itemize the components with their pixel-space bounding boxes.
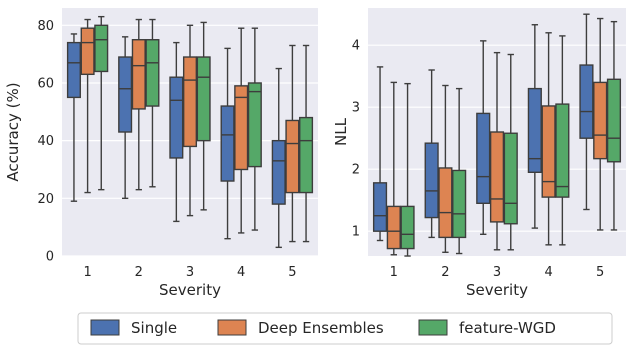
nll-ytick-label: 1 xyxy=(352,225,360,240)
legend-label-single: Single xyxy=(131,319,177,337)
nll-box-deep-ensembles-sev2 xyxy=(438,84,453,253)
nll-box-single-sev1 xyxy=(372,66,388,242)
accuracy-box-deep-ensembles-sev2 xyxy=(131,18,146,191)
box-iqr xyxy=(299,116,314,194)
nll-xtick-label: 3 xyxy=(493,265,501,280)
nll-xlabel: Severity xyxy=(466,281,528,299)
accuracy-box-feature-wgd-sev4 xyxy=(247,27,262,231)
box-iqr xyxy=(169,76,184,159)
nll-box-feature-wgd-sev3 xyxy=(503,53,518,251)
nll-ylabel: NLL xyxy=(332,117,350,146)
legend-label-deep-ensembles: Deep Ensembles xyxy=(258,319,384,337)
nll-ytick-label: 4 xyxy=(352,39,360,54)
box-iqr xyxy=(66,41,81,99)
box-iqr xyxy=(372,182,388,232)
nll-xtick-label: 4 xyxy=(544,265,552,280)
box-iqr xyxy=(476,112,491,205)
box-iqr xyxy=(424,142,439,219)
box-iqr xyxy=(452,169,467,239)
box-iqr xyxy=(489,131,505,223)
accuracy-xtick-label: 1 xyxy=(83,265,91,280)
box-iqr xyxy=(606,78,622,163)
nll-panel: 1 2 3 4 1 2 3 4 5 Severity NLL xyxy=(332,8,626,299)
nll-box-deep-ensembles-sev5 xyxy=(593,17,608,231)
nll-xtick-label: 2 xyxy=(441,265,449,280)
box-iqr xyxy=(80,27,95,76)
nll-box-deep-ensembles-sev1 xyxy=(386,81,401,256)
legend: Single Deep Ensembles feature-WGD xyxy=(77,312,613,345)
nll-box-single-sev4 xyxy=(527,24,542,229)
box-iqr xyxy=(94,24,109,73)
box-iqr xyxy=(527,87,542,173)
nll-box-deep-ensembles-sev4 xyxy=(541,32,556,246)
accuracy-panel: 0 20 40 60 80 1 2 3 4 5 Severity Accuracy (%) xyxy=(4,8,318,299)
accuracy-ytick-label: 40 xyxy=(37,134,54,149)
accuracy-box-single-sev4 xyxy=(220,47,235,240)
nll-box-deep-ensembles-sev3 xyxy=(489,51,505,251)
accuracy-box-deep-ensembles-sev3 xyxy=(182,24,198,217)
accuracy-ytick-label: 80 xyxy=(37,19,54,34)
accuracy-xlabel: Severity xyxy=(159,281,221,299)
box-iqr xyxy=(503,132,518,225)
accuracy-box-deep-ensembles-sev4 xyxy=(234,27,249,234)
legend-swatch-single xyxy=(90,319,120,336)
accuracy-box-single-sev5 xyxy=(271,67,286,249)
box-iqr xyxy=(234,85,249,171)
box-iqr xyxy=(400,205,415,250)
accuracy-xtick-label: 4 xyxy=(237,265,245,280)
accuracy-xtick-label: 2 xyxy=(135,265,143,280)
box-iqr xyxy=(579,64,594,139)
box-iqr xyxy=(220,105,235,182)
nll-box-feature-wgd-sev4 xyxy=(555,35,570,246)
nll-xtick-label: 5 xyxy=(596,265,604,280)
box-iqr xyxy=(386,205,401,250)
box-iqr xyxy=(438,167,453,239)
accuracy-box-feature-wgd-sev5 xyxy=(299,44,314,243)
legend-swatch-feature-wgd xyxy=(418,319,448,336)
legend-label-feature-wgd: feature-WGD xyxy=(459,319,556,337)
accuracy-box-feature-wgd-sev3 xyxy=(196,21,211,211)
legend-frame xyxy=(77,312,613,345)
box-iqr xyxy=(145,39,160,107)
box-iqr xyxy=(131,39,146,110)
nll-box-feature-wgd-sev2 xyxy=(452,87,467,255)
nll-box-feature-wgd-sev1 xyxy=(400,82,415,257)
box-iqr xyxy=(271,139,286,205)
accuracy-box-feature-wgd-sev2 xyxy=(145,18,160,188)
accuracy-ytick-label: 20 xyxy=(37,192,54,207)
box-iqr xyxy=(285,119,300,194)
box-iqr xyxy=(593,81,608,160)
nll-ytick-label: 3 xyxy=(352,101,360,116)
box-iqr xyxy=(247,82,262,168)
box-iqr xyxy=(541,105,556,198)
accuracy-xtick-label: 5 xyxy=(288,265,296,280)
box-iqr xyxy=(118,56,133,133)
accuracy-ylabel: Accuracy (%) xyxy=(4,82,22,181)
accuracy-ytick-label: 0 xyxy=(46,250,54,265)
accuracy-xtick-label: 3 xyxy=(186,265,194,280)
nll-box-single-sev3 xyxy=(476,40,491,236)
accuracy-ytick-label: 60 xyxy=(37,76,54,91)
nll-xtick-label: 1 xyxy=(390,265,398,280)
accuracy-box-deep-ensembles-sev5 xyxy=(285,44,300,243)
legend-swatch-deep-ensembles xyxy=(217,319,247,336)
accuracy-box-single-sev3 xyxy=(169,41,184,223)
nll-box-single-sev2 xyxy=(424,69,439,239)
nll-box-feature-wgd-sev5 xyxy=(606,20,622,231)
accuracy-box-deep-ensembles-sev1 xyxy=(80,18,95,194)
nll-ytick-label: 2 xyxy=(352,163,360,178)
box-iqr xyxy=(555,103,570,198)
accuracy-box-single-sev1 xyxy=(66,33,81,202)
box-iqr xyxy=(182,56,198,148)
nll-box-single-sev5 xyxy=(579,13,594,211)
accuracy-box-single-sev2 xyxy=(118,36,133,200)
accuracy-box-feature-wgd-sev1 xyxy=(94,15,109,191)
box-iqr xyxy=(196,56,211,142)
